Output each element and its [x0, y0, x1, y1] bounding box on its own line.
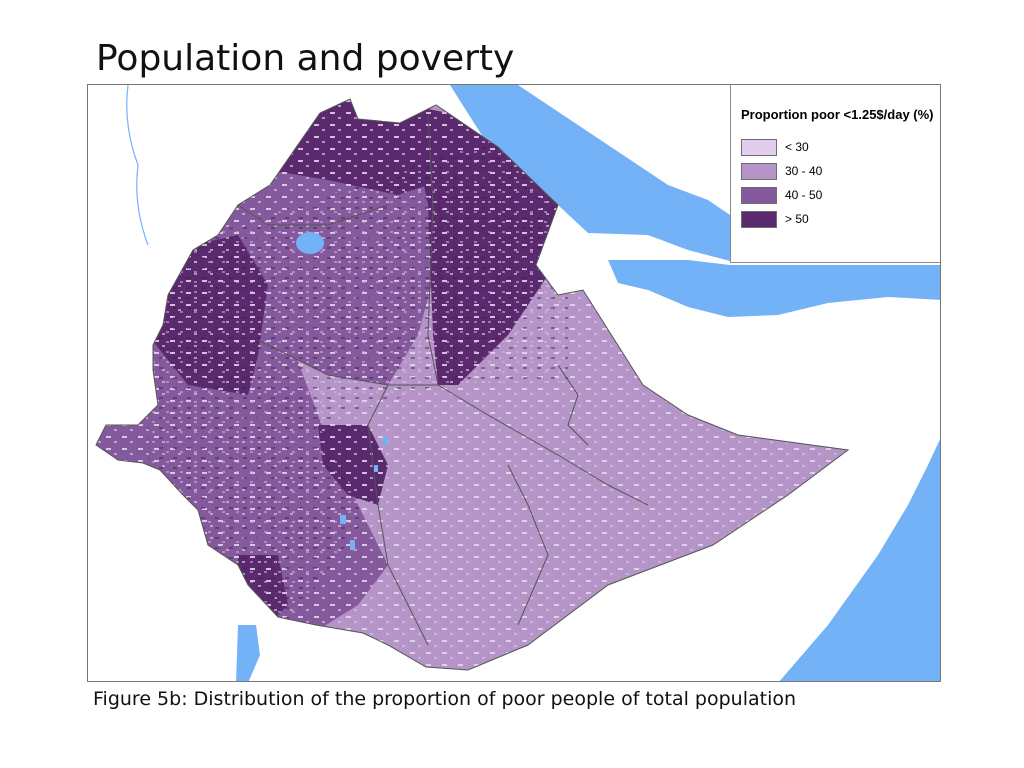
river-line — [126, 85, 149, 246]
legend-list: < 30 30 - 40 40 - 50 > 50 — [741, 135, 940, 231]
legend-item: > 50 — [741, 207, 940, 231]
legend-item: 30 - 40 — [741, 159, 940, 183]
legend-label-over-50: > 50 — [785, 212, 809, 226]
rift-lake-4 — [374, 465, 378, 472]
legend-item: 40 - 50 — [741, 183, 940, 207]
country-outline — [95, 98, 850, 671]
speckle-dark — [148, 115, 568, 625]
poverty-map: Proportion poor <1.25$/day (%) < 30 30 -… — [87, 84, 941, 682]
rift-lake-3 — [383, 437, 388, 445]
legend-item: < 30 — [741, 135, 940, 159]
legend-label-30-40: 30 - 40 — [785, 164, 823, 178]
lake-turkana-water — [236, 625, 260, 681]
legend-swatch-under-30 — [741, 138, 777, 156]
legend-swatch-30-40 — [741, 162, 777, 180]
legend-label-under-30: < 30 — [785, 140, 809, 154]
lake-tana — [296, 232, 324, 254]
gulf-of-aden-water — [608, 260, 940, 317]
rift-lake-2 — [350, 540, 355, 550]
map-canvas — [95, 85, 940, 681]
map-legend: Proportion poor <1.25$/day (%) < 30 30 -… — [730, 85, 940, 263]
rift-lake-1 — [340, 515, 346, 524]
red-sea-water — [450, 85, 730, 261]
legend-swatch-40-50 — [741, 186, 777, 204]
legend-label-40-50: 40 - 50 — [785, 188, 823, 202]
legend-swatch-over-50 — [741, 210, 777, 228]
indian-ocean-water — [779, 439, 940, 681]
legend-title: Proportion poor <1.25$/day (%) — [741, 107, 934, 122]
water-bodies — [126, 85, 940, 681]
figure-caption: Figure 5b: Distribution of the proportio… — [93, 688, 797, 710]
region-boundaries — [237, 114, 649, 646]
slide-title: Population and poverty — [96, 38, 515, 79]
